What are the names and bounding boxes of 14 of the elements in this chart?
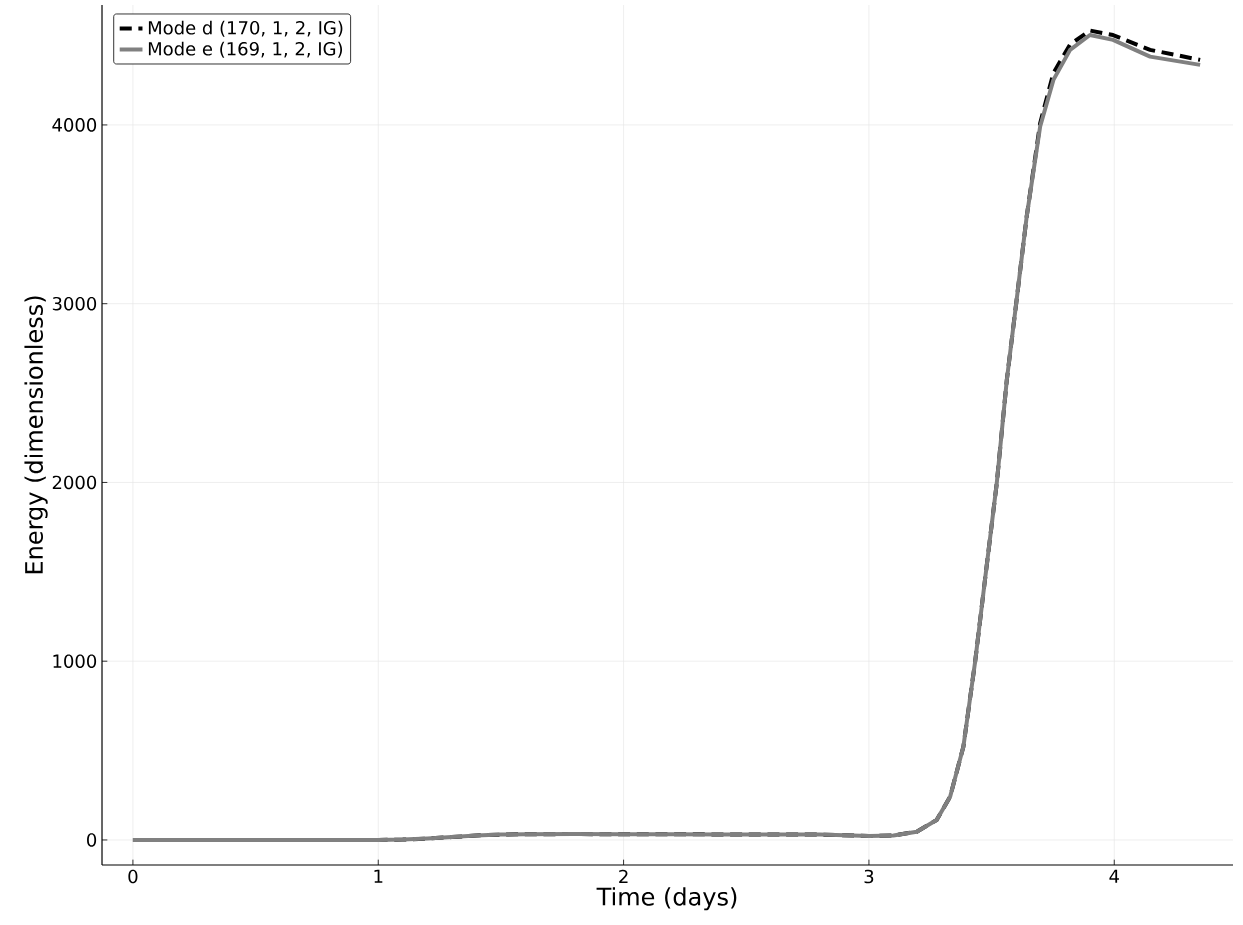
x-tick-label: 3 <box>864 869 874 884</box>
x-tick-label: 4 <box>1109 869 1119 883</box>
x-axis-title: Time (days) <box>596 887 737 911</box>
y-tick-label: 2000 <box>52 475 97 490</box>
y-tick-label: 3000 <box>52 296 97 311</box>
y-tick-label: 4000 <box>52 118 97 132</box>
x-tick-label: 1 <box>374 869 383 883</box>
legend-label: Mode d (170, 1, 2, IG) <box>148 20 343 37</box>
x-tick-label: 0 <box>128 869 138 884</box>
y-tick-label: 1000 <box>53 654 97 669</box>
x-tick-label: 2 <box>619 869 628 884</box>
legend-label: Mode e (169, 1, 2, IG) <box>148 41 343 58</box>
y-axis-title: Energy (dimensionless) <box>24 296 48 574</box>
y-tick-label: 0 <box>87 833 97 847</box>
